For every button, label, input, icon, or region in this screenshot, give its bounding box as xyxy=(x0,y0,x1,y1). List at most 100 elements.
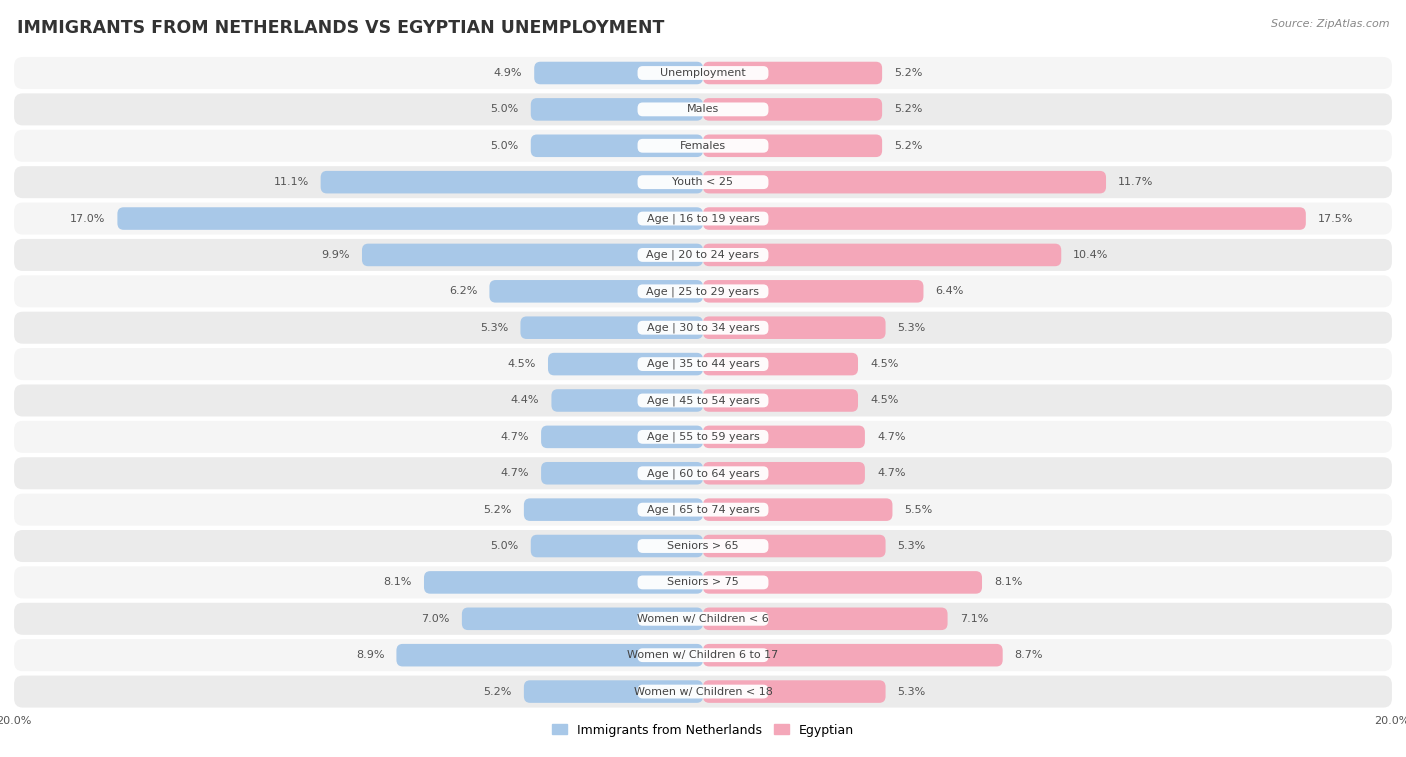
Text: 7.1%: 7.1% xyxy=(960,614,988,624)
Text: 4.4%: 4.4% xyxy=(510,395,540,406)
FancyBboxPatch shape xyxy=(361,244,703,266)
FancyBboxPatch shape xyxy=(703,62,882,84)
FancyBboxPatch shape xyxy=(637,575,769,589)
Text: 4.7%: 4.7% xyxy=(877,469,905,478)
Text: 5.0%: 5.0% xyxy=(491,141,519,151)
FancyBboxPatch shape xyxy=(14,312,1392,344)
Text: Women w/ Children < 18: Women w/ Children < 18 xyxy=(634,687,772,696)
FancyBboxPatch shape xyxy=(425,571,703,593)
Text: 5.3%: 5.3% xyxy=(897,322,927,333)
Text: 17.5%: 17.5% xyxy=(1317,213,1353,223)
FancyBboxPatch shape xyxy=(703,571,981,593)
FancyBboxPatch shape xyxy=(14,57,1392,89)
Text: Women w/ Children < 6: Women w/ Children < 6 xyxy=(637,614,769,624)
FancyBboxPatch shape xyxy=(548,353,703,375)
Text: 17.0%: 17.0% xyxy=(70,213,105,223)
FancyBboxPatch shape xyxy=(14,276,1392,307)
FancyBboxPatch shape xyxy=(551,389,703,412)
Text: Youth < 25: Youth < 25 xyxy=(672,177,734,187)
Legend: Immigrants from Netherlands, Egyptian: Immigrants from Netherlands, Egyptian xyxy=(547,718,859,742)
Text: 8.9%: 8.9% xyxy=(356,650,384,660)
FancyBboxPatch shape xyxy=(14,566,1392,599)
FancyBboxPatch shape xyxy=(703,389,858,412)
Text: 5.3%: 5.3% xyxy=(897,541,927,551)
FancyBboxPatch shape xyxy=(703,316,886,339)
FancyBboxPatch shape xyxy=(637,285,769,298)
Text: 5.2%: 5.2% xyxy=(484,505,512,515)
FancyBboxPatch shape xyxy=(321,171,703,194)
FancyBboxPatch shape xyxy=(703,608,948,630)
FancyBboxPatch shape xyxy=(534,62,703,84)
Text: Seniors > 75: Seniors > 75 xyxy=(666,578,740,587)
FancyBboxPatch shape xyxy=(117,207,703,230)
FancyBboxPatch shape xyxy=(531,98,703,120)
Text: 5.3%: 5.3% xyxy=(479,322,509,333)
Text: 5.0%: 5.0% xyxy=(491,104,519,114)
FancyBboxPatch shape xyxy=(703,644,1002,666)
FancyBboxPatch shape xyxy=(14,494,1392,525)
FancyBboxPatch shape xyxy=(524,681,703,702)
FancyBboxPatch shape xyxy=(703,207,1306,230)
Text: Age | 20 to 24 years: Age | 20 to 24 years xyxy=(647,250,759,260)
FancyBboxPatch shape xyxy=(703,98,882,120)
Text: Males: Males xyxy=(688,104,718,114)
FancyBboxPatch shape xyxy=(14,603,1392,635)
Text: 6.4%: 6.4% xyxy=(935,286,965,296)
FancyBboxPatch shape xyxy=(637,648,769,662)
FancyBboxPatch shape xyxy=(637,466,769,480)
FancyBboxPatch shape xyxy=(703,244,1062,266)
Text: 4.7%: 4.7% xyxy=(501,469,529,478)
Text: Age | 35 to 44 years: Age | 35 to 44 years xyxy=(647,359,759,369)
FancyBboxPatch shape xyxy=(637,212,769,226)
FancyBboxPatch shape xyxy=(14,675,1392,708)
Text: 4.5%: 4.5% xyxy=(508,359,536,369)
FancyBboxPatch shape xyxy=(14,639,1392,671)
FancyBboxPatch shape xyxy=(637,102,769,117)
FancyBboxPatch shape xyxy=(14,93,1392,126)
Text: Age | 65 to 74 years: Age | 65 to 74 years xyxy=(647,504,759,515)
Text: 4.7%: 4.7% xyxy=(877,431,905,442)
Text: 5.2%: 5.2% xyxy=(484,687,512,696)
FancyBboxPatch shape xyxy=(461,608,703,630)
Text: Seniors > 65: Seniors > 65 xyxy=(668,541,738,551)
Text: 8.1%: 8.1% xyxy=(994,578,1022,587)
Text: 6.2%: 6.2% xyxy=(449,286,478,296)
FancyBboxPatch shape xyxy=(14,348,1392,380)
Text: 5.5%: 5.5% xyxy=(904,505,932,515)
Text: Age | 25 to 29 years: Age | 25 to 29 years xyxy=(647,286,759,297)
Text: 5.2%: 5.2% xyxy=(894,141,922,151)
Text: 11.7%: 11.7% xyxy=(1118,177,1153,187)
FancyBboxPatch shape xyxy=(520,316,703,339)
Text: 5.2%: 5.2% xyxy=(894,104,922,114)
Text: 7.0%: 7.0% xyxy=(422,614,450,624)
FancyBboxPatch shape xyxy=(703,353,858,375)
Text: Age | 16 to 19 years: Age | 16 to 19 years xyxy=(647,213,759,224)
Text: 4.5%: 4.5% xyxy=(870,359,898,369)
Text: Females: Females xyxy=(681,141,725,151)
FancyBboxPatch shape xyxy=(14,166,1392,198)
FancyBboxPatch shape xyxy=(14,530,1392,562)
Text: 5.0%: 5.0% xyxy=(491,541,519,551)
Text: 9.9%: 9.9% xyxy=(322,250,350,260)
FancyBboxPatch shape xyxy=(703,425,865,448)
FancyBboxPatch shape xyxy=(637,139,769,153)
FancyBboxPatch shape xyxy=(531,135,703,157)
FancyBboxPatch shape xyxy=(637,503,769,516)
FancyBboxPatch shape xyxy=(703,171,1107,194)
Text: 4.5%: 4.5% xyxy=(870,395,898,406)
FancyBboxPatch shape xyxy=(703,280,924,303)
FancyBboxPatch shape xyxy=(637,66,769,80)
FancyBboxPatch shape xyxy=(637,684,769,699)
FancyBboxPatch shape xyxy=(14,457,1392,489)
Text: 5.2%: 5.2% xyxy=(894,68,922,78)
FancyBboxPatch shape xyxy=(531,534,703,557)
Text: Source: ZipAtlas.com: Source: ZipAtlas.com xyxy=(1271,19,1389,29)
FancyBboxPatch shape xyxy=(396,644,703,666)
Text: 8.7%: 8.7% xyxy=(1015,650,1043,660)
Text: 11.1%: 11.1% xyxy=(273,177,308,187)
FancyBboxPatch shape xyxy=(14,129,1392,162)
FancyBboxPatch shape xyxy=(489,280,703,303)
FancyBboxPatch shape xyxy=(703,135,882,157)
FancyBboxPatch shape xyxy=(637,176,769,189)
Text: 5.3%: 5.3% xyxy=(897,687,927,696)
